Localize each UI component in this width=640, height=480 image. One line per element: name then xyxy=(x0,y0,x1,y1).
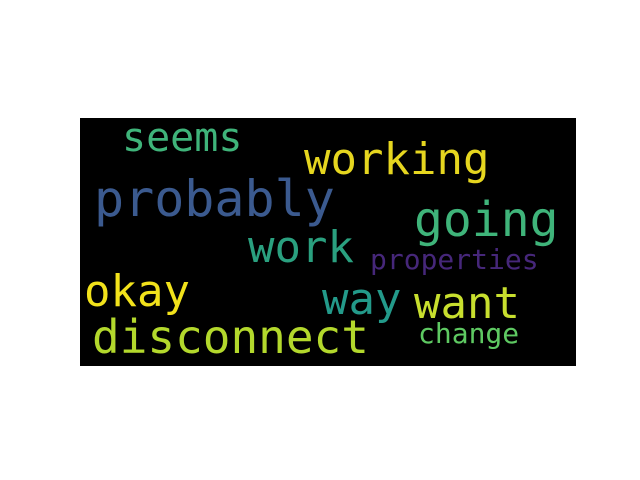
word-seems: seems xyxy=(122,118,243,161)
word-okay: okay xyxy=(84,266,190,317)
word-properties: properties xyxy=(370,243,539,276)
word-want: want xyxy=(414,278,520,329)
word-way: way xyxy=(322,274,402,325)
word-work: work xyxy=(248,222,354,273)
word-cloud: seems working probably going work proper… xyxy=(80,118,576,366)
word-working: working xyxy=(304,134,490,185)
word-change: change xyxy=(418,317,520,350)
word-going: going xyxy=(414,192,559,248)
word-probably: probably xyxy=(94,170,335,228)
word-disconnect: disconnect xyxy=(92,310,369,364)
